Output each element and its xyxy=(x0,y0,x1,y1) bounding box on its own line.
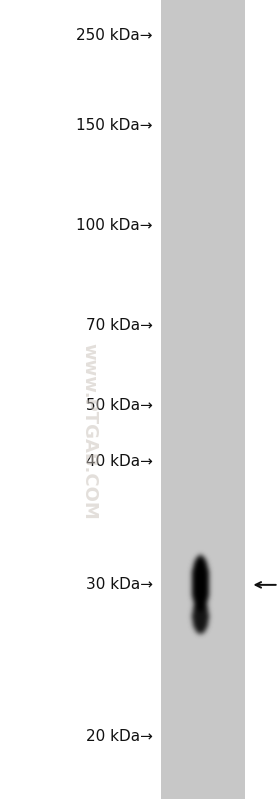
Bar xyxy=(161,759,245,799)
Bar xyxy=(161,0,245,40)
Text: 50 kDa→: 50 kDa→ xyxy=(86,398,153,412)
Bar xyxy=(161,479,245,519)
Bar xyxy=(161,639,245,679)
Bar xyxy=(161,120,245,160)
Text: 20 kDa→: 20 kDa→ xyxy=(86,729,153,744)
Text: 40 kDa→: 40 kDa→ xyxy=(86,454,153,468)
Text: 30 kDa→: 30 kDa→ xyxy=(86,578,153,592)
Bar xyxy=(161,719,245,759)
Bar xyxy=(161,679,245,719)
Bar xyxy=(161,320,245,360)
Bar xyxy=(161,200,245,240)
Text: 150 kDa→: 150 kDa→ xyxy=(76,118,153,133)
Text: 100 kDa→: 100 kDa→ xyxy=(76,218,153,233)
Bar xyxy=(161,599,245,639)
Text: 250 kDa→: 250 kDa→ xyxy=(76,28,153,42)
Bar xyxy=(161,559,245,599)
Bar xyxy=(161,519,245,559)
Bar xyxy=(161,40,245,80)
Bar xyxy=(161,240,245,280)
Text: www.PTGAB.COM: www.PTGAB.COM xyxy=(81,343,99,520)
Bar xyxy=(161,439,245,479)
Bar xyxy=(161,280,245,320)
Bar xyxy=(161,160,245,200)
Bar xyxy=(161,360,245,400)
Bar xyxy=(161,0,245,799)
Bar xyxy=(161,80,245,120)
Bar xyxy=(161,400,245,439)
Text: 70 kDa→: 70 kDa→ xyxy=(86,318,153,332)
